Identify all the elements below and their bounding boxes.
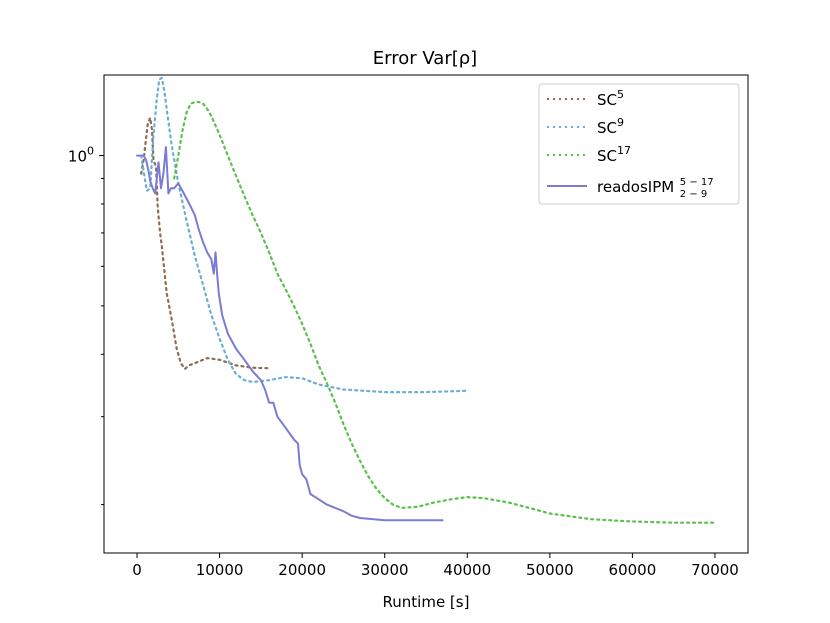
x-tick-label: 70000 [691,561,739,579]
x-tick-label: 10000 [196,561,244,579]
x-axis-label: Runtime [s] [383,593,470,611]
legend-label: SC9 [597,116,624,137]
y-axis: 100 [68,145,104,506]
legend-label: SC5 [597,88,624,109]
x-tick-label: 50000 [526,561,574,579]
series-line-0 [140,116,272,370]
series-line-1 [140,76,469,394]
x-tick-label: 40000 [443,561,491,579]
x-tick-label: 20000 [278,561,326,579]
legend-box [538,83,740,205]
chart-title: Error Var[ρ] [373,48,477,69]
legend-label: readosIPM 5 − 17 2 − 9 [597,177,714,200]
series-line-3 [136,146,444,522]
plot-area-frame [103,74,749,554]
series-layer [136,76,717,524]
legend: SC5 SC9 SC17 readosIPM 5 − 17 2 − 9 [538,83,740,205]
x-tick-label: 0 [132,561,142,579]
x-tick-label: 30000 [361,561,409,579]
legend-label: SC17 [597,144,631,165]
series-line-2 [173,100,717,524]
y-tick-label: 100 [68,145,94,166]
x-tick-label: 60000 [609,561,657,579]
x-axis: 0 10000 20000 30000 40000 50000 60000 70000 [132,553,739,579]
